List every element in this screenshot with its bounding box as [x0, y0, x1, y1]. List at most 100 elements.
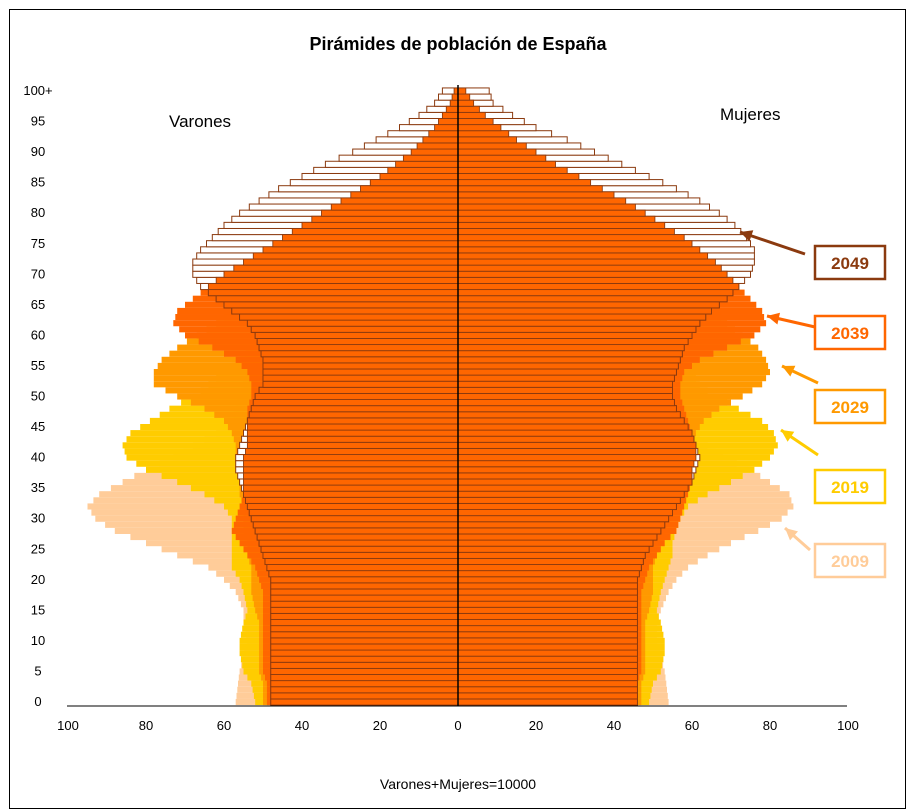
y-tick-label: 100+ [23, 83, 52, 98]
callout-2009: 2009 [784, 526, 887, 579]
left-side-label: Varones [169, 112, 231, 131]
bar-core-female-age-87 [457, 166, 568, 174]
y-tick-labels: 0 5 10 15 20 25 30 35 40 45 50 55 60 65 70 75 80 85 90 95 10… [23, 83, 52, 709]
bar-core-male-age-45 [246, 423, 459, 431]
bar-core-female-age-28 [457, 527, 662, 535]
bar-core-female-age-50 [457, 392, 673, 401]
bar-core-female-age-71 [457, 264, 722, 272]
bar-core-male-age-86 [379, 173, 459, 181]
bar-core-female-age-58 [457, 344, 685, 352]
bar-core-male-age-29 [252, 521, 459, 529]
bar-core-male-age-81 [330, 203, 459, 211]
x-tick-label: 40 [295, 718, 309, 733]
bar-core-female-age-62 [457, 319, 701, 327]
x-tick-label: 80 [763, 718, 777, 733]
callout-label-2039: 2039 [831, 324, 869, 343]
bar-core-male-age-74 [262, 246, 459, 254]
bar-core-male-age-16 [270, 600, 459, 608]
bar-core-female-age-31 [457, 509, 673, 517]
bar-core-female-age-74 [457, 246, 701, 254]
bar-core-male-age-89 [402, 154, 459, 162]
bar-core-female-age-29 [457, 521, 666, 529]
x-tick-label: 100 [837, 718, 859, 733]
bar-core-male-age-59 [256, 338, 459, 346]
bar-core-female-age-56 [457, 356, 681, 364]
bar-core-female-age-30 [457, 515, 670, 523]
bar-core-female-age-89 [457, 154, 547, 162]
bar-core-male-age-26 [258, 539, 459, 547]
bar-core-female-age-88 [457, 160, 556, 168]
x-tick-label: 100 [57, 718, 79, 733]
bar-core-female-age-25 [457, 545, 650, 553]
bar-core-female-age-68 [457, 283, 740, 291]
y-tick-label: 60 [31, 327, 45, 342]
bar-core-male-age-88 [395, 160, 459, 168]
bar-core-male-age-95 [438, 118, 459, 126]
bar-core-male-age-94 [434, 124, 459, 132]
chart-frame: Pirámides de población de España Varones… [9, 9, 906, 809]
bar-core-male-age-31 [248, 509, 459, 517]
bar-core-male-age-93 [428, 130, 459, 138]
x-tick-label: 20 [373, 718, 387, 733]
callout-label-2009: 2009 [831, 552, 869, 571]
bar-core-male-age-48 [250, 405, 459, 413]
bar-core-male-age-47 [248, 411, 459, 419]
callout-label-2049: 2049 [831, 254, 869, 273]
bar-core-female-age-84 [457, 185, 603, 193]
bar-core-female-age-14 [457, 612, 638, 620]
series-core-fill [207, 87, 740, 706]
bar-core-female-age-63 [457, 313, 707, 321]
bar-core-male-age-34 [243, 490, 459, 498]
bar-core-male-age-3 [270, 680, 459, 688]
bar-core-male-age-73 [252, 252, 459, 260]
bar-core-male-age-39 [243, 460, 459, 468]
bar-core-female-age-48 [457, 405, 677, 413]
bar-core-male-age-7 [270, 655, 459, 663]
bar-core-male-age-62 [246, 319, 459, 327]
bar-core-female-age-78 [457, 221, 666, 229]
bar-core-male-age-56 [262, 356, 459, 364]
bar-core-male-age-53 [262, 374, 459, 382]
callout-label-2019: 2019 [831, 478, 869, 497]
bar-core-male-age-11 [270, 631, 459, 639]
bar-core-female-age-27 [457, 533, 658, 541]
bar-core-female-age-37 [457, 472, 693, 480]
bar-core-female-age-1 [457, 692, 638, 700]
y-tick-label: 80 [31, 205, 45, 220]
bar-core-male-age-65 [223, 301, 459, 309]
callout-2019: 2019 [780, 428, 887, 505]
bar-core-female-age-17 [457, 594, 638, 602]
y-tick-label: 70 [31, 266, 45, 281]
bar-core-male-age-46 [246, 417, 459, 425]
bar-core-female-age-41 [457, 447, 697, 456]
bar-core-female-age-59 [457, 338, 689, 346]
bar-core-female-age-55 [457, 362, 679, 370]
bar-core-male-age-21 [268, 570, 459, 578]
bar-core-female-age-21 [457, 570, 640, 578]
bar-core-female-age-70 [457, 270, 728, 278]
bar-core-male-age-28 [254, 527, 459, 535]
bar-core-male-age-38 [243, 466, 459, 474]
y-tick-label: 45 [31, 419, 45, 434]
callout-box-2009 [813, 542, 887, 579]
bar-core-male-age-10 [270, 637, 459, 645]
bar-core-female-age-67 [457, 289, 734, 297]
bar-core-male-age-4 [270, 674, 459, 682]
bar-core-female-age-33 [457, 496, 681, 504]
bar-core-male-age-24 [262, 551, 459, 559]
bar-core-female-age-23 [457, 557, 644, 565]
bar-core-female-age-79 [457, 215, 656, 223]
bar-core-female-age-45 [457, 423, 689, 431]
bar-core-male-age-83 [350, 191, 459, 199]
bar-core-male-age-20 [270, 576, 459, 584]
x-tick-label: 60 [217, 718, 231, 733]
bar-core-male-age-75 [272, 240, 459, 248]
bar-core-male-age-79 [311, 215, 459, 223]
y-tick-label: 65 [31, 297, 45, 312]
callout-arrowhead-2029 [782, 365, 796, 377]
bar-core-female-age-18 [457, 588, 638, 596]
bar-core-female-age-61 [457, 325, 697, 333]
bar-core-male-age-5 [270, 667, 459, 675]
x-axis-label: Varones+Mujeres=10000 [380, 776, 536, 792]
chart-title: Pirámides de población de España [309, 34, 607, 54]
